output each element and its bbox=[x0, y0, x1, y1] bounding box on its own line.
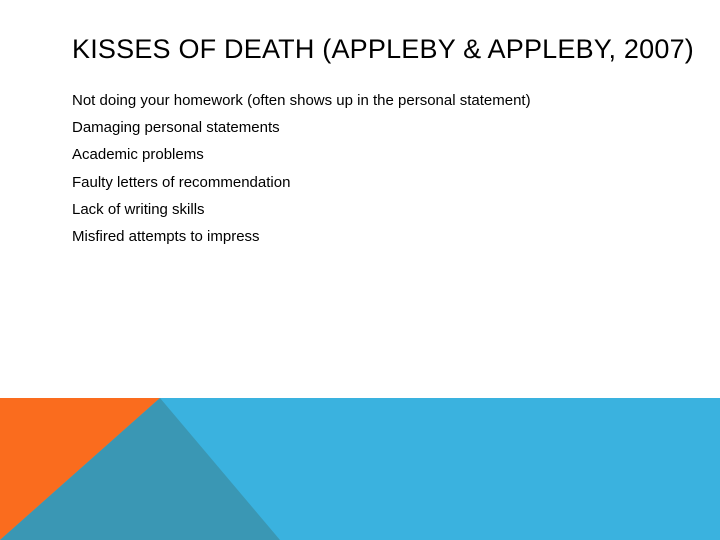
bullet-item: Damaging personal statements bbox=[72, 119, 280, 137]
bullet-item: Misfired attempts to impress bbox=[72, 227, 260, 245]
bullet-item: Not doing your homework (often shows up … bbox=[72, 92, 531, 109]
bullet-item: Faulty letters of recommendation bbox=[72, 173, 291, 191]
band-teal-triangle bbox=[0, 398, 280, 540]
bullet-item: Lack of writing skills bbox=[72, 200, 205, 218]
bullet-list: Not doing your homework (often shows up … bbox=[72, 90, 531, 253]
slide-title: KISSES OF DEATH (APPLEBY & APPLEBY, 2007… bbox=[72, 34, 694, 64]
bullet-item: Academic problems bbox=[72, 146, 204, 164]
decorative-band bbox=[0, 398, 720, 540]
